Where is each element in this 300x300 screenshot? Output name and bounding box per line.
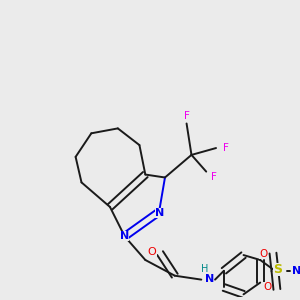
Text: N: N	[205, 274, 214, 284]
Text: H: H	[201, 264, 208, 274]
Text: O: O	[259, 249, 267, 259]
Text: N: N	[292, 266, 300, 276]
Text: F: F	[211, 172, 217, 182]
Text: O: O	[148, 247, 157, 257]
Text: N: N	[120, 231, 129, 242]
Text: S: S	[273, 263, 282, 276]
Text: F: F	[223, 143, 229, 153]
Text: O: O	[263, 283, 271, 292]
Text: N: N	[155, 208, 165, 218]
Text: F: F	[184, 111, 190, 121]
